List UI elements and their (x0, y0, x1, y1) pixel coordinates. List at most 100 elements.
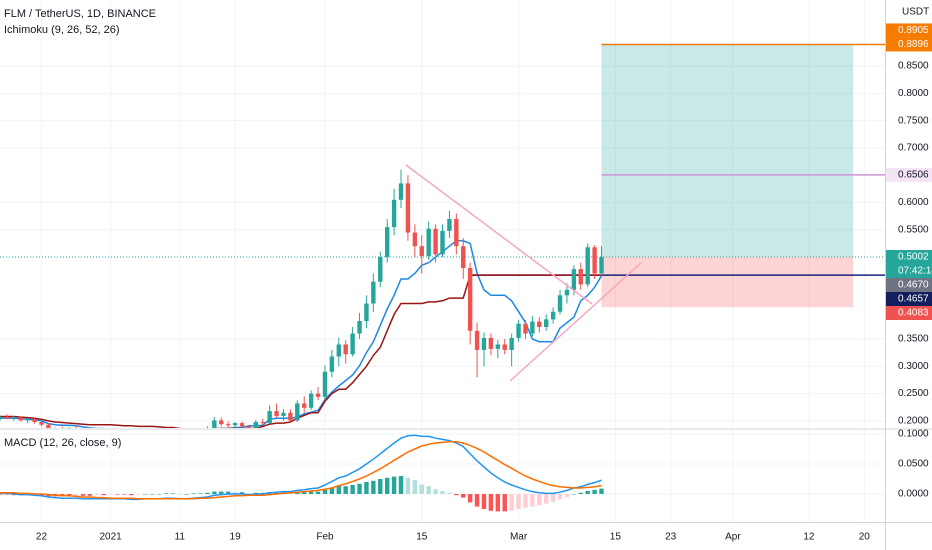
histogram-bar (481, 493, 487, 509)
candle-body (537, 321, 542, 328)
candle-body (274, 411, 279, 416)
candle-body (302, 403, 307, 408)
ichimoku-line (0, 274, 602, 428)
candle-body (599, 257, 604, 274)
candle-body (426, 228, 431, 257)
histogram-bar (461, 493, 466, 498)
candle-body (474, 330, 480, 350)
histogram-bar (295, 492, 300, 494)
price-label: 0.4657 (898, 294, 929, 305)
histogram-bar (495, 493, 501, 512)
candle-body (343, 344, 348, 355)
histogram-bar (537, 493, 542, 506)
histogram-bar (419, 484, 424, 494)
candle-body (571, 269, 577, 290)
histogram-bar (205, 492, 210, 494)
y-tick-label: 0.7500 (898, 115, 929, 126)
price-label: 0.5002 (898, 252, 929, 263)
histogram-bar (364, 481, 369, 494)
histogram-bar (4, 493, 10, 495)
macd-title: MACD (12, 26, close, 9) (4, 437, 121, 449)
histogram-bar (198, 493, 203, 494)
ichimoku-line (0, 240, 603, 428)
histogram-bar (219, 491, 224, 494)
histogram-bar (599, 488, 604, 494)
candle-body (219, 420, 224, 425)
candle-body (523, 323, 528, 334)
countdown: 07:42:14 (898, 266, 932, 277)
x-tick-label: 22 (36, 532, 48, 543)
histogram-bar (557, 493, 563, 500)
x-tick-label: 15 (416, 532, 428, 543)
histogram-bar (322, 489, 328, 494)
histogram-bar (129, 493, 134, 496)
histogram-bar (523, 493, 528, 508)
candle-body (530, 321, 535, 334)
histogram-bar (550, 493, 556, 502)
y-tick-label: 0.3000 (898, 361, 929, 372)
histogram-bar (191, 493, 196, 494)
histogram-bar (571, 493, 577, 495)
price-label-bg (886, 250, 932, 265)
histogram-bar (384, 477, 390, 494)
y-tick-label: 0.0500 (898, 459, 929, 470)
x-tick-label: Feb (316, 532, 334, 543)
histogram-bar (592, 489, 597, 494)
x-tick-label: 15 (610, 532, 622, 543)
candle-body (592, 247, 597, 274)
histogram-bar (371, 480, 376, 494)
candle-body (18, 417, 23, 421)
candle-body (267, 411, 272, 424)
histogram-bar (163, 493, 169, 494)
histogram-bar (433, 489, 438, 494)
candle-body (502, 344, 507, 350)
price-label: 0.8905 (898, 25, 929, 36)
candle-body (544, 319, 549, 328)
y-tick-label: 0.8500 (898, 61, 929, 72)
candle-body (371, 281, 376, 304)
histogram-bar (122, 493, 127, 495)
histogram-bar (0, 493, 3, 495)
histogram-bar (142, 493, 148, 495)
histogram-bar (488, 493, 494, 511)
candle-body (481, 337, 487, 350)
histogram-bar (149, 493, 155, 495)
histogram-bar (136, 493, 141, 495)
histogram-bar (232, 492, 238, 494)
candle-body (467, 268, 473, 331)
histogram-bar (564, 493, 570, 497)
x-tick-label: Apr (725, 532, 741, 543)
candle-body (454, 218, 459, 247)
histogram-bar (239, 492, 245, 494)
candle-body (32, 419, 37, 422)
trend-line (405, 164, 593, 305)
candle-body (239, 423, 245, 427)
candle-body (350, 333, 355, 355)
histogram-bar (274, 492, 279, 494)
candle-body (46, 424, 51, 428)
histogram-bar (184, 493, 189, 495)
position-tool (601, 44, 853, 308)
histogram-bar (578, 492, 583, 494)
histogram-bar (246, 493, 252, 494)
y-tick-label: 0.2500 (898, 388, 929, 399)
macd-pane (0, 434, 604, 512)
histogram-bar (544, 493, 549, 504)
trend-line (509, 262, 642, 382)
x-tick-label: 23 (665, 532, 677, 543)
histogram-bar (509, 493, 514, 511)
macd-line (0, 434, 602, 501)
histogram-bar (315, 491, 321, 494)
chart-title: FLM / TetherUS, 1D, BINANCE (4, 8, 156, 20)
price-label-bg (886, 306, 932, 321)
x-tick-label: 2021 (100, 532, 123, 543)
countdown-bg (886, 264, 932, 279)
price-labels: 0.8905 0.8896 0.6506 0.5002 07:42:14 0.4670 0.… (886, 23, 932, 321)
candle-body (288, 412, 293, 421)
histogram-bar (80, 493, 86, 496)
candle-body (225, 424, 231, 426)
indicator-title: Ichimoku (9, 26, 52, 26) (4, 24, 120, 36)
histogram-bar (73, 493, 79, 496)
candle-body (308, 393, 314, 408)
histogram-bar (412, 480, 418, 494)
